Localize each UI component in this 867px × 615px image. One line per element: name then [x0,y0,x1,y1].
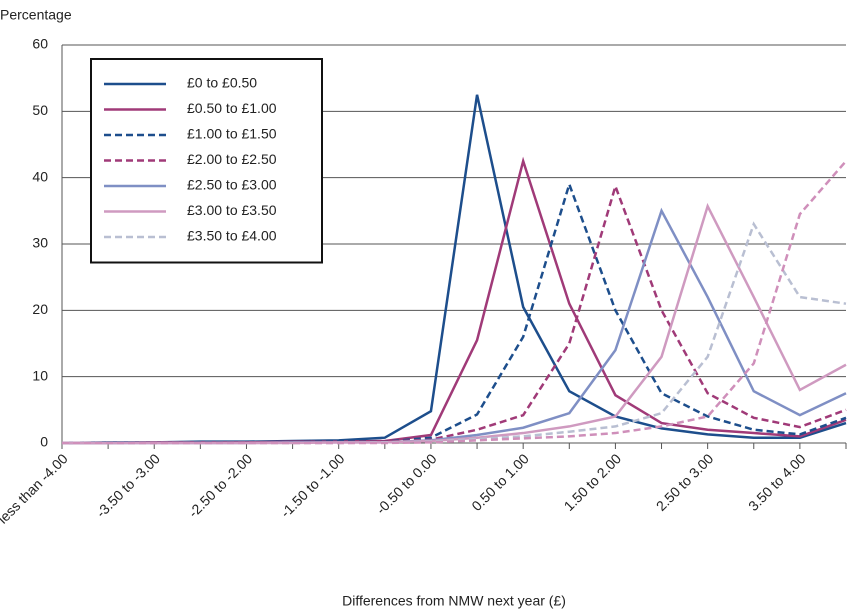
series-line [62,221,847,445]
legend-label: £3.00 to £3.50 [187,202,277,218]
y-tick-label: 10 [32,367,48,383]
series-line [62,180,847,445]
x-tick-label: less than -4.00 [0,450,71,526]
legend-label: £0.50 to £1.00 [187,100,277,116]
x-tick-label: -2.50 to -2.00 [185,450,255,520]
x-axis-title: Differences from NMW next year (£) [342,593,566,609]
legend-label: £2.00 to £2.50 [187,151,277,167]
y-axis-title: Percentage [0,7,72,23]
x-tick-label: 1.50 to 2.00 [561,450,625,514]
x-tick-label: 0.50 to 1.00 [468,450,532,514]
x-tick-label: -0.50 to 0.00 [373,450,440,517]
series-line [62,202,847,445]
legend-label: £0 to £0.50 [187,75,257,91]
y-tick-label: 20 [32,301,48,317]
y-tick-label: 0 [40,434,48,450]
y-tick-label: 30 [32,235,48,251]
y-tick-label: 40 [32,168,48,184]
x-tick-label: 2.50 to 3.00 [653,450,717,514]
y-tick-label: 50 [32,102,48,118]
legend-label: £1.00 to £1.50 [187,126,277,142]
x-tick-label: -3.50 to -3.00 [93,450,163,520]
y-tick-label: 60 [32,36,48,52]
series-line [62,182,847,445]
x-tick-label: -1.50 to -1.00 [277,450,347,520]
x-tick-label: 3.50 to 4.00 [745,450,809,514]
legend-label: £2.50 to £3.00 [187,177,277,193]
legend-label: £3.50 to £4.00 [187,228,277,244]
